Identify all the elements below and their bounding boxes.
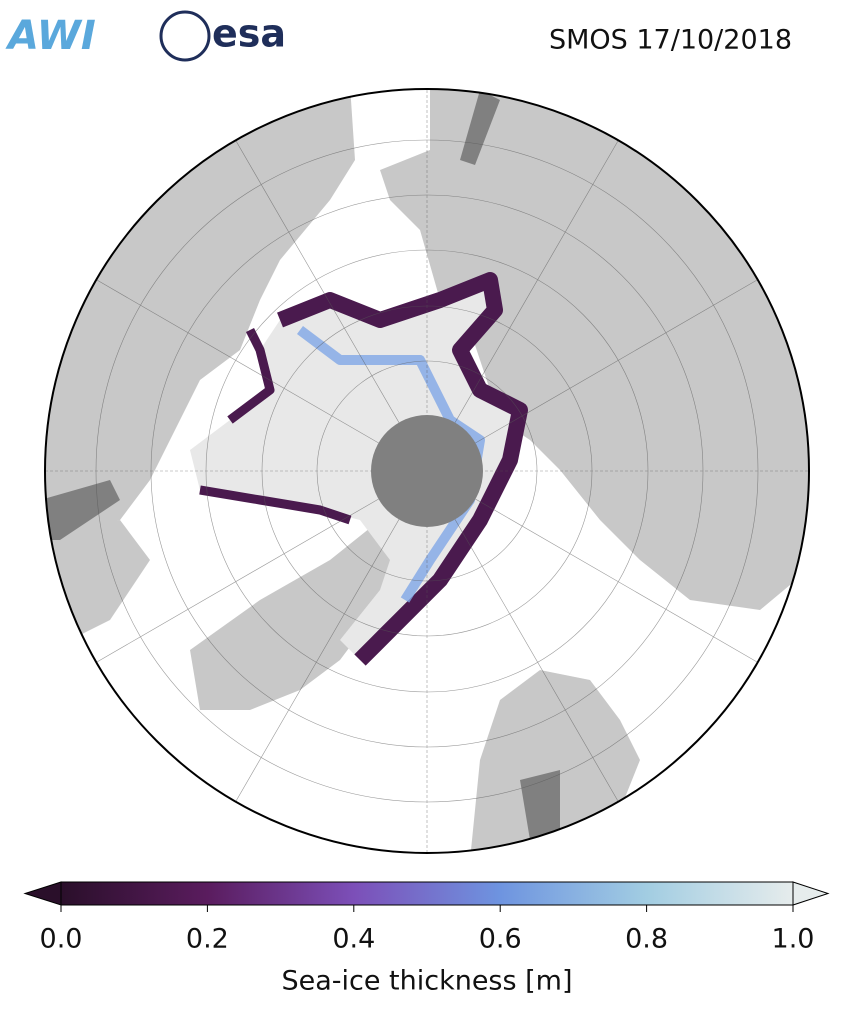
colorbar-tick-label: 0.0: [40, 924, 83, 955]
colorbar-label: Sea-ice thickness [m]: [281, 966, 572, 997]
esa-logo: esa: [212, 12, 286, 56]
map-border: [44, 88, 810, 854]
colorbar-tick-label: 1.0: [772, 924, 815, 955]
land-dark: [45, 480, 120, 540]
land-greenland: [190, 520, 410, 710]
colorbar-extend-high: [792, 881, 830, 906]
esa-logo-mark: [159, 10, 211, 62]
title: SMOS 17/10/2018: [549, 25, 792, 56]
colorbar-tick-label: 0.6: [479, 924, 522, 955]
colorbar-tick-label: 0.2: [186, 924, 229, 955]
awi-logo: AWI: [5, 13, 96, 59]
land-eurasia: [380, 89, 809, 610]
colorbar-extend-low: [23, 881, 62, 906]
colorbar: 0.0 0.2 0.4 0.6 0.8 1.0: [23, 881, 830, 955]
colorbar-gradient: [60, 881, 794, 906]
colorbar-tick-label: 0.8: [625, 924, 668, 955]
land-dark: [520, 770, 560, 840]
sea-ice: [190, 280, 520, 660]
land-dark: [460, 90, 500, 165]
thin-ice-edge: [199, 327, 352, 525]
map: [45, 89, 809, 853]
pole-hole: [371, 415, 483, 527]
colorbar-tick-label: 0.4: [332, 924, 375, 955]
